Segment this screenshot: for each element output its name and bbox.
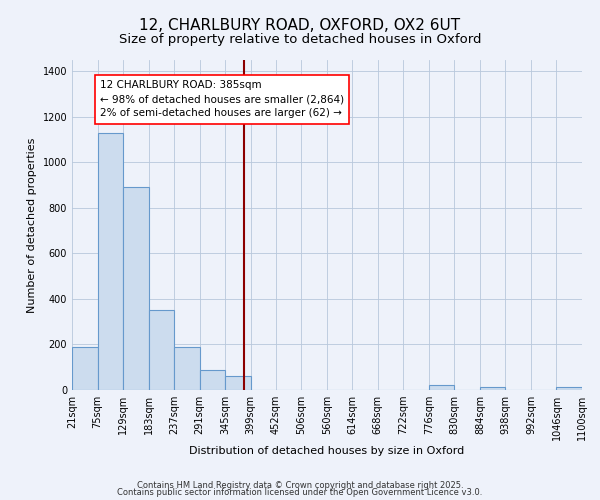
Text: Contains public sector information licensed under the Open Government Licence v3: Contains public sector information licen… bbox=[118, 488, 482, 497]
Bar bbox=[98, 133, 123, 390]
Bar bbox=[72, 347, 98, 390]
Bar bbox=[480, 386, 505, 390]
Bar bbox=[225, 376, 251, 390]
Bar bbox=[200, 370, 225, 390]
Text: 12 CHARLBURY ROAD: 385sqm
← 98% of detached houses are smaller (2,864)
2% of sem: 12 CHARLBURY ROAD: 385sqm ← 98% of detac… bbox=[100, 80, 344, 118]
X-axis label: Distribution of detached houses by size in Oxford: Distribution of detached houses by size … bbox=[190, 446, 464, 456]
Text: Contains HM Land Registry data © Crown copyright and database right 2025.: Contains HM Land Registry data © Crown c… bbox=[137, 480, 463, 490]
Bar bbox=[123, 188, 149, 390]
Y-axis label: Number of detached properties: Number of detached properties bbox=[27, 138, 37, 312]
Bar bbox=[429, 386, 454, 390]
Bar bbox=[556, 386, 582, 390]
Bar bbox=[174, 347, 200, 390]
Bar bbox=[149, 310, 174, 390]
Text: 12, CHARLBURY ROAD, OXFORD, OX2 6UT: 12, CHARLBURY ROAD, OXFORD, OX2 6UT bbox=[139, 18, 461, 32]
Text: Size of property relative to detached houses in Oxford: Size of property relative to detached ho… bbox=[119, 32, 481, 46]
